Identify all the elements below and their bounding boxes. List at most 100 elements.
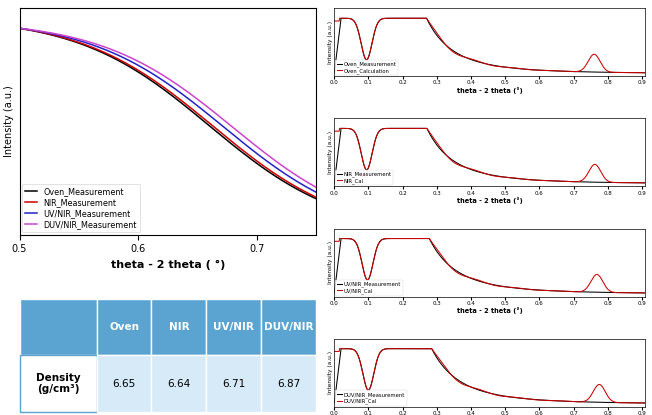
UV/NIR_Cal — [467, 276, 475, 281]
Line: DUV/NIR_Measurement: DUV/NIR_Measurement — [334, 349, 645, 404]
Y-axis label: Intensity (a.u.): Intensity (a.u.) — [328, 131, 333, 174]
NIR_Measurement — [362, 167, 370, 172]
Oven_Measurement — [214, 130, 222, 135]
UV/NIR_Measurement — [579, 289, 587, 294]
Line: UV/NIR_Cal: UV/NIR_Cal — [334, 239, 645, 293]
UV/NIR_Measurement — [573, 289, 581, 294]
UV/NIR_Measurement — [544, 288, 552, 293]
NIR_Measurement — [92, 46, 100, 51]
Oven_Calculation — [362, 57, 370, 62]
NIR_Measurement — [573, 179, 581, 184]
DUV/NIR_Measurement — [467, 385, 475, 390]
Legend: Oven_Measurement, Oven_Calculation: Oven_Measurement, Oven_Calculation — [335, 60, 398, 75]
Oven_Measurement — [331, 71, 338, 76]
Oven_Measurement — [16, 26, 23, 31]
NIR_Measurement — [312, 195, 320, 200]
DUV/NIR_Measurement — [92, 42, 100, 46]
NIR_Cal — [573, 179, 581, 184]
DUV/NIR_Cal — [642, 400, 649, 405]
Line: Oven_Measurement: Oven_Measurement — [20, 28, 316, 199]
NIR_Measurement — [214, 127, 222, 132]
UV/NIR_Cal — [362, 276, 370, 281]
Oven_Measurement — [92, 47, 100, 52]
Oven_Measurement — [395, 16, 403, 21]
DUV/NIR_Cal — [362, 384, 370, 389]
DUV/NIR_Cal — [331, 349, 338, 354]
DUV/NIR_Cal — [579, 399, 587, 404]
NIR_Measurement — [239, 148, 246, 153]
DUV/NIR_Cal — [544, 398, 552, 403]
NIR_Measurement — [68, 38, 76, 43]
Oven_Measurement — [312, 196, 320, 201]
DUV/NIR_Measurement — [239, 133, 246, 138]
UV/NIR_Measurement — [467, 276, 475, 281]
NIR_Measurement — [456, 162, 464, 167]
Oven_Measurement — [150, 80, 158, 85]
UV/NIR_Measurement — [397, 236, 405, 241]
Line: UV/NIR_Measurement: UV/NIR_Measurement — [334, 239, 645, 294]
UV/NIR_Measurement — [331, 291, 338, 296]
Oven_Measurement — [467, 57, 475, 62]
Y-axis label: Intensity (a.u.): Intensity (a.u.) — [4, 85, 14, 157]
Line: NIR_Measurement: NIR_Measurement — [334, 128, 645, 184]
Y-axis label: Intensity (a.u.): Intensity (a.u.) — [328, 241, 333, 284]
Oven_Calculation — [573, 69, 581, 74]
DUV/NIR_Measurement — [642, 400, 649, 405]
DUV/NIR_Measurement — [573, 399, 581, 404]
NIR_Cal — [362, 167, 370, 172]
X-axis label: theta - 2 theta (°): theta - 2 theta (°) — [457, 307, 523, 314]
DUV/NIR_Measurement — [312, 185, 320, 190]
Line: Oven_Measurement: Oven_Measurement — [334, 18, 645, 73]
UV/NIR_Cal — [544, 288, 552, 293]
DUV/NIR_Cal — [467, 385, 475, 390]
UV/NIR_Measurement — [214, 120, 222, 124]
Oven_Measurement — [642, 70, 649, 75]
UV/NIR_Cal — [579, 288, 587, 293]
NIR_Cal — [395, 126, 403, 131]
DUV/NIR_Measurement — [16, 26, 23, 31]
UV/NIR_Measurement — [312, 190, 320, 195]
X-axis label: theta - 2 theta ( °): theta - 2 theta ( °) — [111, 260, 225, 270]
NIR_Measurement — [579, 179, 587, 184]
NIR_Cal — [642, 181, 649, 186]
NIR_Measurement — [16, 26, 23, 31]
NIR_Measurement — [150, 78, 158, 83]
UV/NIR_Cal — [573, 289, 581, 294]
DUV/NIR_Measurement — [362, 384, 370, 389]
X-axis label: theta - 2 theta (°): theta - 2 theta (°) — [457, 197, 523, 204]
Line: DUV/NIR_Cal: DUV/NIR_Cal — [334, 349, 645, 403]
UV/NIR_Measurement — [190, 101, 198, 106]
NIR_Cal — [579, 177, 587, 182]
Oven_Measurement — [68, 38, 76, 43]
DUV/NIR_Measurement — [456, 379, 464, 384]
Legend: UV/NIR_Measurement, UV/NIR_Cal: UV/NIR_Measurement, UV/NIR_Cal — [335, 280, 403, 295]
UV/NIR_Measurement — [150, 72, 158, 77]
Oven_Calculation — [331, 19, 338, 24]
NIR_Cal — [467, 166, 475, 171]
Oven_Calculation — [544, 68, 552, 73]
DUV/NIR_Cal — [399, 346, 407, 351]
Oven_Measurement — [239, 150, 246, 155]
Line: NIR_Cal: NIR_Cal — [334, 128, 645, 183]
Legend: Oven_Measurement, NIR_Measurement, UV/NIR_Measurement, DUV/NIR_Measurement: Oven_Measurement, NIR_Measurement, UV/NI… — [22, 184, 140, 232]
NIR_Measurement — [395, 126, 403, 131]
Line: NIR_Measurement: NIR_Measurement — [20, 28, 316, 197]
Legend: NIR_Measurement, NIR_Cal: NIR_Measurement, NIR_Cal — [335, 170, 393, 186]
Oven_Calculation — [456, 53, 464, 58]
UV/NIR_Measurement — [16, 26, 23, 31]
DUV/NIR_Cal — [456, 381, 464, 386]
UV/NIR_Measurement — [362, 276, 370, 281]
UV/NIR_Cal — [397, 236, 405, 241]
Oven_Measurement — [190, 111, 198, 116]
Line: Oven_Calculation: Oven_Calculation — [334, 18, 645, 73]
NIR_Measurement — [190, 108, 198, 113]
Oven_Calculation — [642, 70, 649, 75]
DUV/NIR_Measurement — [399, 346, 407, 351]
NIR_Cal — [456, 163, 464, 168]
NIR_Measurement — [544, 178, 552, 183]
UV/NIR_Cal — [642, 290, 649, 295]
NIR_Measurement — [331, 181, 338, 186]
DUV/NIR_Measurement — [68, 35, 76, 40]
DUV/NIR_Measurement — [190, 94, 198, 99]
Oven_Calculation — [395, 16, 403, 21]
